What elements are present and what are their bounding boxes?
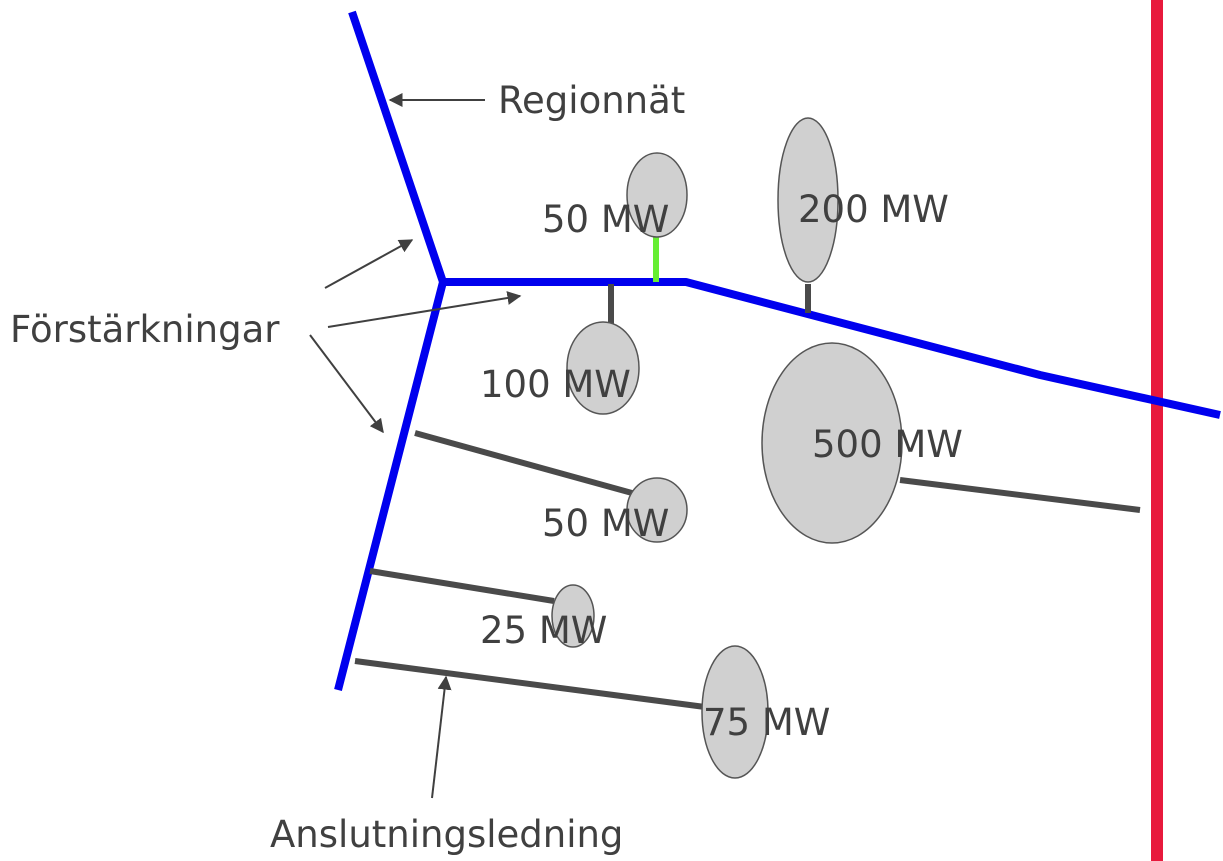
node-label: 500 MW — [812, 423, 963, 466]
plant — [626, 152, 688, 238]
connector — [899, 477, 1141, 513]
arrow — [431, 675, 452, 799]
grid-line-east — [443, 278, 1221, 419]
label: Anslutningsledning — [270, 813, 623, 856]
connector — [414, 430, 633, 496]
connector — [369, 568, 555, 604]
plant — [551, 584, 595, 648]
node-label: 25 MW — [480, 609, 607, 652]
label: Förstärkningar — [10, 308, 280, 351]
plant — [566, 321, 640, 415]
label: Regionnät — [498, 79, 685, 122]
node-label: 75 MW — [703, 701, 830, 744]
grid-line-west — [334, 10, 447, 691]
plant — [626, 477, 688, 543]
plant — [761, 342, 903, 544]
node-label: 50 MW — [542, 502, 669, 545]
arrow — [324, 239, 414, 289]
arrow — [309, 334, 384, 434]
node-label: 200 MW — [798, 188, 949, 231]
connector — [354, 658, 706, 710]
plant — [777, 117, 839, 283]
plant — [701, 645, 769, 779]
arrow — [327, 291, 522, 328]
node-label: 100 MW — [480, 363, 631, 406]
node-label: 50 MW — [542, 198, 669, 241]
